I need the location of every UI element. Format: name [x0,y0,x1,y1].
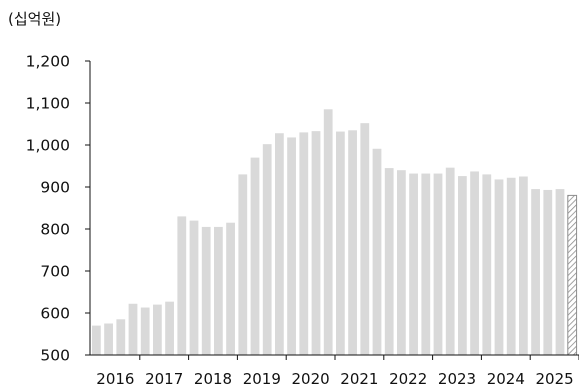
bar [287,137,296,355]
y-tick-label: 1,100 [26,95,70,113]
bar-estimate [567,194,578,356]
bar [397,170,406,355]
bar [275,133,284,355]
y-tick-label: 500 [40,347,70,365]
bar [128,303,138,355]
bar [348,130,357,355]
bar [409,173,418,355]
bar [250,157,260,355]
bar [445,167,455,355]
bar [506,177,516,355]
bar [177,216,187,355]
bar [372,148,382,355]
bar [384,168,394,355]
bar [360,123,370,355]
bar [214,226,223,355]
x-tick-label: 2021 [340,370,378,388]
bar [555,189,565,355]
bar [165,301,174,355]
y-tick-labels: 500 600 700 800 900 1,000 1,100 1,200 [26,53,70,365]
bars-group [92,109,578,356]
unit-label: (십억원) [8,10,62,28]
y-tick-label: 800 [40,221,70,239]
bar [299,132,309,355]
bar [238,174,248,355]
bar [336,131,345,355]
x-tick-label: 2024 [487,370,525,388]
x-tick-label: 2017 [145,370,183,388]
bar [458,176,467,355]
y-tick-label: 1,200 [26,53,70,71]
bar [482,174,492,355]
bar [140,307,150,355]
bar [494,179,504,355]
bar [226,222,235,355]
bar [92,325,101,355]
y-tick-label: 900 [40,179,70,197]
x-tick-label: 2022 [389,370,427,388]
bar [262,144,272,355]
y-tick-label: 600 [40,305,70,323]
bar [421,173,431,355]
bar [543,189,553,355]
x-tick-label: 2025 [536,370,574,388]
x-tick-labels: 2016 2017 2018 2019 2020 2021 2022 2023 2024 2025 [96,370,573,388]
bar [519,176,528,355]
bar [189,220,199,355]
bar [433,173,443,355]
bar [201,226,211,355]
x-tick-label: 2023 [438,370,476,388]
x-tick-label: 2016 [96,370,134,388]
x-tick-label: 2018 [194,370,232,388]
axes-group [85,60,579,360]
bar [116,319,126,355]
bar [470,171,479,355]
bar [311,131,321,355]
y-tick-label: 700 [40,263,70,281]
bar [323,109,333,355]
bar [153,304,162,355]
bar [104,323,113,355]
x-tick-label: 2020 [292,370,330,388]
bar [531,189,540,355]
x-tick-label: 2019 [243,370,281,388]
y-tick-label: 1,000 [26,137,70,155]
